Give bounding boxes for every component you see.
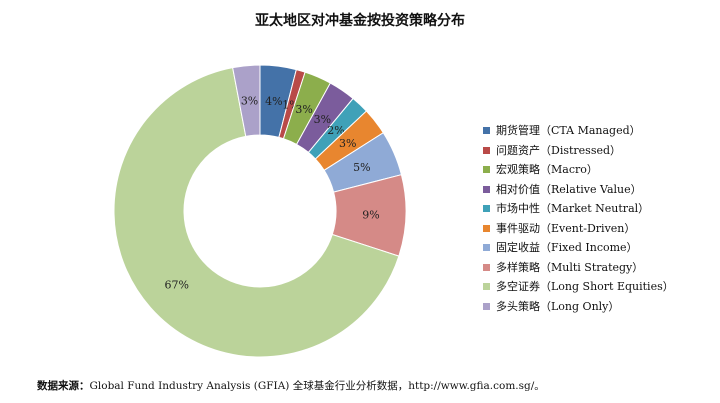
chart-title: 亚太地区对冲基金按投资策略分布 [255, 13, 465, 29]
legend-label: 事件驱动（Event-Driven） [496, 221, 636, 235]
legend-swatch [483, 127, 490, 135]
legend-label: 相对价值（Relative Value） [496, 182, 642, 196]
legend-item: 事件驱动（Event-Driven） [483, 219, 674, 239]
legend-item: 多空证券（Long Short Equities） [483, 277, 674, 297]
legend-label: 多空证券（Long Short Equities） [496, 280, 674, 293]
legend-swatch [483, 263, 490, 271]
legend-item: 市场中性（Market Neutral） [483, 199, 674, 219]
legend-item: 问题资产（Distressed） [483, 141, 674, 161]
source-label: 数据来源： [37, 380, 90, 392]
legend-swatch [483, 166, 490, 174]
legend-swatch [483, 244, 490, 252]
slice-data-label: 9% [362, 208, 379, 221]
slice-data-label: 4% [265, 95, 282, 108]
slice-data-label: 3% [314, 113, 331, 126]
slice-data-label: 67% [165, 278, 189, 291]
legend-label: 市场中性（Market Neutral） [496, 202, 650, 215]
legend-item: 多样策略（Multi Strategy） [483, 258, 674, 278]
donut-slice [232, 64, 261, 137]
slice-data-label: 2% [327, 124, 344, 137]
legend-swatch [483, 146, 490, 154]
legend-label: 宏观策略（Macro） [496, 163, 598, 176]
donut-chart: 4% 1%3%3%2%3%5%9%67%3% [113, 64, 407, 358]
slice-data-label: 3% [339, 137, 356, 150]
legend-item: 固定收益（Fixed Income） [483, 238, 674, 258]
legend-label: 多头策略（Long Only） [496, 299, 620, 313]
legend-item: 多头策略（Long Only） [483, 297, 674, 317]
source-note: 数据来源：Global Fund Industry Analysis (GFIA… [37, 378, 545, 393]
legend-swatch [483, 185, 490, 193]
slice-data-label: 5% [353, 161, 370, 174]
donut-slice [113, 67, 400, 358]
legend-label: 多样策略（Multi Strategy） [496, 260, 644, 274]
legend-item: 相对价值（Relative Value） [483, 180, 674, 200]
legend-swatch [483, 302, 490, 310]
slice-data-label: 3% [295, 103, 312, 116]
legend: 期货管理（CTA Managed） 问题资产（Distressed） 宏观策略（Ma… [483, 121, 674, 316]
legend-item: 宏观策略（Macro） [483, 160, 674, 180]
legend-label: 固定收益（Fixed Income） [496, 241, 638, 254]
source-text: Global Fund Industry Analysis (GFIA) 全球基… [89, 380, 545, 392]
slice-data-label: 3% [241, 94, 258, 107]
legend-item: 期货管理（CTA Managed） [483, 121, 674, 141]
legend-swatch [483, 205, 490, 213]
legend-label: 期货管理（CTA Managed） [496, 124, 641, 137]
legend-label: 问题资产（Distressed） [496, 143, 622, 157]
legend-swatch [483, 224, 490, 232]
legend-swatch [483, 283, 490, 291]
